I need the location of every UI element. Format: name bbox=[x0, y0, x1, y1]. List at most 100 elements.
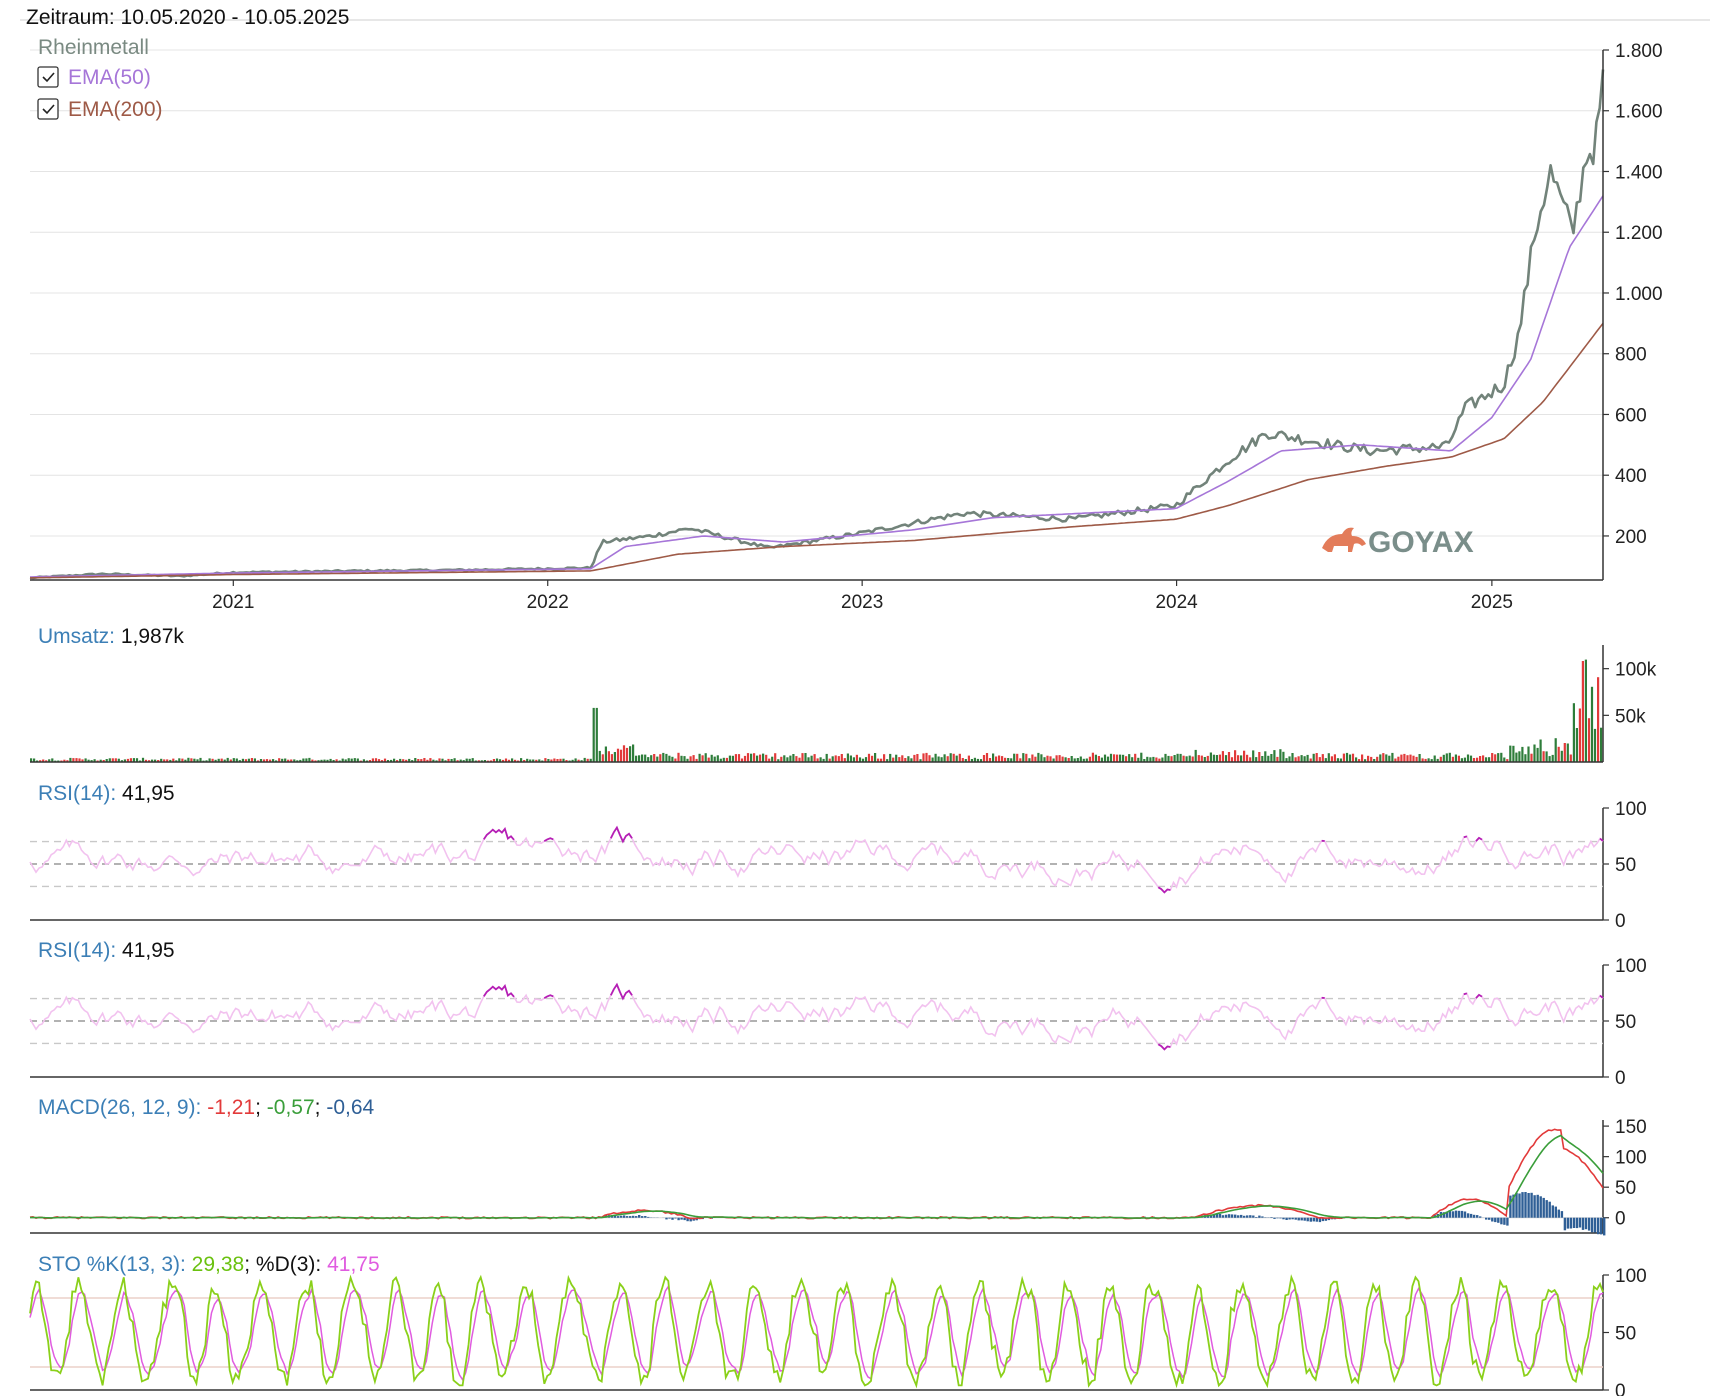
macd-histogram-bar bbox=[680, 1217, 683, 1220]
volume-bar bbox=[940, 757, 943, 762]
volume-bar bbox=[1170, 756, 1173, 762]
volume-bar bbox=[405, 759, 408, 762]
volume-bar bbox=[1355, 757, 1358, 762]
y-tick-label: 200 bbox=[1615, 527, 1647, 548]
volume-bar bbox=[604, 746, 607, 762]
volume-bar bbox=[511, 758, 514, 762]
volume-bar bbox=[332, 760, 335, 762]
volume-bar bbox=[302, 758, 305, 762]
volume-bar bbox=[967, 755, 970, 762]
volume-bar bbox=[335, 759, 338, 762]
volume-bar bbox=[988, 758, 992, 762]
volume-bar bbox=[1566, 743, 1569, 762]
volume-bar bbox=[786, 757, 789, 762]
macd-histogram-bar bbox=[1494, 1217, 1497, 1223]
volume-bar bbox=[771, 756, 774, 762]
volume-bar bbox=[922, 753, 925, 762]
volume-bar bbox=[526, 758, 529, 762]
volume-bar bbox=[985, 753, 989, 762]
volume-bar bbox=[1415, 756, 1418, 762]
volume-bar bbox=[1376, 756, 1379, 762]
macd-histogram-bar bbox=[1288, 1217, 1291, 1220]
rsi-extreme-segment bbox=[1599, 994, 1604, 999]
volume-bar bbox=[616, 748, 620, 762]
volume-bar bbox=[1237, 755, 1240, 762]
macd-histogram-bar bbox=[1234, 1214, 1237, 1218]
period-label: Zeitraum: 10.05.2020 - 10.05.2025 bbox=[26, 6, 349, 29]
y-tick-label: 0 bbox=[1615, 1209, 1626, 1230]
volume-bar bbox=[916, 754, 919, 762]
volume-bar bbox=[1563, 743, 1566, 762]
volume-bar bbox=[889, 753, 892, 762]
volume-bar bbox=[1509, 745, 1512, 762]
volume-bar bbox=[102, 760, 105, 762]
volume-bar bbox=[1348, 754, 1352, 762]
volume-bar bbox=[78, 758, 81, 762]
volume-bar bbox=[129, 758, 132, 762]
volume-bar bbox=[874, 753, 877, 762]
volume-bar bbox=[1403, 753, 1406, 762]
volume-bar bbox=[1052, 758, 1055, 762]
macd-histogram-bar bbox=[1297, 1217, 1300, 1221]
volume-bar bbox=[371, 758, 374, 762]
volume-bar bbox=[166, 759, 169, 762]
volume-bar bbox=[1551, 754, 1554, 762]
volume-bar bbox=[1590, 686, 1594, 762]
rsi2-label: RSI(14): 41,95 bbox=[38, 939, 175, 962]
macd-histogram-bar bbox=[1279, 1217, 1282, 1219]
volume-bar bbox=[625, 747, 629, 762]
volume-bar bbox=[931, 757, 934, 762]
volume-bar bbox=[1491, 753, 1494, 762]
legend-ema50-checkbox[interactable] bbox=[37, 66, 59, 88]
volume-bar bbox=[1276, 756, 1279, 762]
macd-histogram-bar bbox=[1246, 1215, 1249, 1218]
volume-bar bbox=[265, 759, 269, 762]
volume-bar bbox=[504, 758, 508, 762]
volume-bar bbox=[275, 760, 278, 762]
macd-histogram-bar bbox=[1282, 1217, 1285, 1220]
volume-bar bbox=[716, 755, 719, 762]
volume-bar bbox=[208, 758, 211, 762]
volume-bar bbox=[698, 753, 701, 762]
volume-bar bbox=[81, 759, 84, 762]
volume-bar bbox=[456, 760, 459, 762]
volume-bar bbox=[187, 757, 190, 762]
volume-bar bbox=[1007, 758, 1010, 762]
macd-histogram-bar bbox=[1488, 1217, 1491, 1220]
macd-histogram-bar bbox=[1451, 1211, 1455, 1218]
macd-histogram-bar bbox=[671, 1217, 674, 1220]
volume-bar bbox=[1004, 757, 1007, 762]
macd-histogram-bar bbox=[641, 1216, 644, 1218]
volume-bar bbox=[964, 759, 967, 762]
volume-bar bbox=[807, 757, 810, 762]
macd-histogram-bar bbox=[1212, 1215, 1216, 1218]
volume-bar bbox=[1572, 703, 1575, 762]
volume-bar bbox=[356, 758, 359, 762]
legend-ema200-checkbox[interactable] bbox=[37, 98, 59, 120]
volume-bar bbox=[1173, 755, 1176, 762]
volume-bar bbox=[169, 759, 172, 762]
volume-bar bbox=[774, 753, 777, 762]
volume-bar bbox=[1103, 754, 1107, 762]
volume-bar bbox=[148, 760, 151, 762]
volume-bar bbox=[75, 758, 78, 762]
volume-bar bbox=[514, 759, 517, 762]
macd-histogram-bar bbox=[1603, 1217, 1606, 1236]
volume-bar bbox=[1300, 755, 1303, 762]
volume-bar bbox=[1010, 758, 1013, 762]
macd-histogram-bar bbox=[1539, 1196, 1542, 1218]
volume-bar bbox=[1560, 750, 1563, 762]
volume-bar bbox=[1109, 753, 1113, 762]
macd-histogram-bar bbox=[1491, 1217, 1494, 1222]
macd-histogram-bar bbox=[1321, 1217, 1325, 1222]
volume-bar bbox=[262, 759, 266, 762]
volume-bar bbox=[1094, 754, 1097, 762]
volume-bar bbox=[668, 755, 671, 762]
volume-bar bbox=[411, 760, 414, 762]
volume-bar bbox=[1318, 757, 1321, 762]
volume-bar bbox=[1119, 754, 1122, 762]
macd-histogram-bar bbox=[674, 1217, 677, 1219]
volume-bar bbox=[577, 759, 580, 762]
volume-bar bbox=[1457, 755, 1460, 762]
volume-bar bbox=[1079, 756, 1082, 762]
